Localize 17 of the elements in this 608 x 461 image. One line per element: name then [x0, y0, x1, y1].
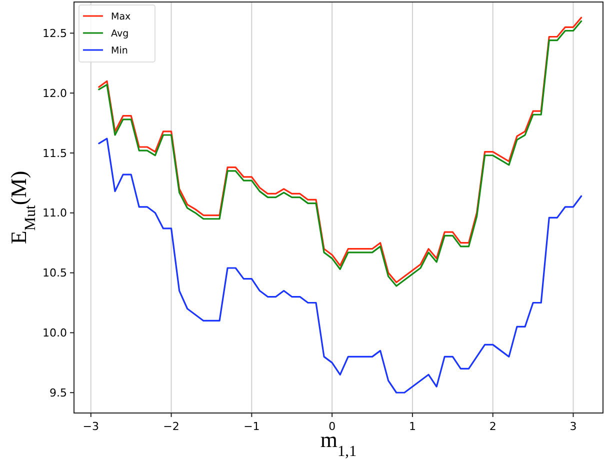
y-tick-label: 10.5 — [42, 266, 67, 280]
legend-label: Max — [111, 11, 132, 22]
y-tick-label: 10.0 — [42, 326, 67, 340]
y-tick-label: 11.0 — [42, 206, 67, 220]
x-tick-label: 1 — [408, 420, 416, 433]
x-tick-label: −2 — [163, 420, 180, 433]
legend-label: Avg — [111, 28, 129, 40]
legend-label: Min — [111, 45, 128, 56]
x-tick-label: −3 — [82, 420, 99, 433]
x-tick-label: −1 — [244, 420, 260, 433]
y-tick-label: 12.0 — [42, 86, 67, 100]
x-tick-label: 2 — [489, 420, 496, 433]
line-series — [98, 138, 582, 394]
x-tick-label: 3 — [570, 420, 577, 433]
y-tick-label: 11.5 — [42, 146, 67, 160]
y-tick-label: 9.5 — [50, 386, 67, 400]
y-tick-label: 12.5 — [42, 27, 67, 40]
